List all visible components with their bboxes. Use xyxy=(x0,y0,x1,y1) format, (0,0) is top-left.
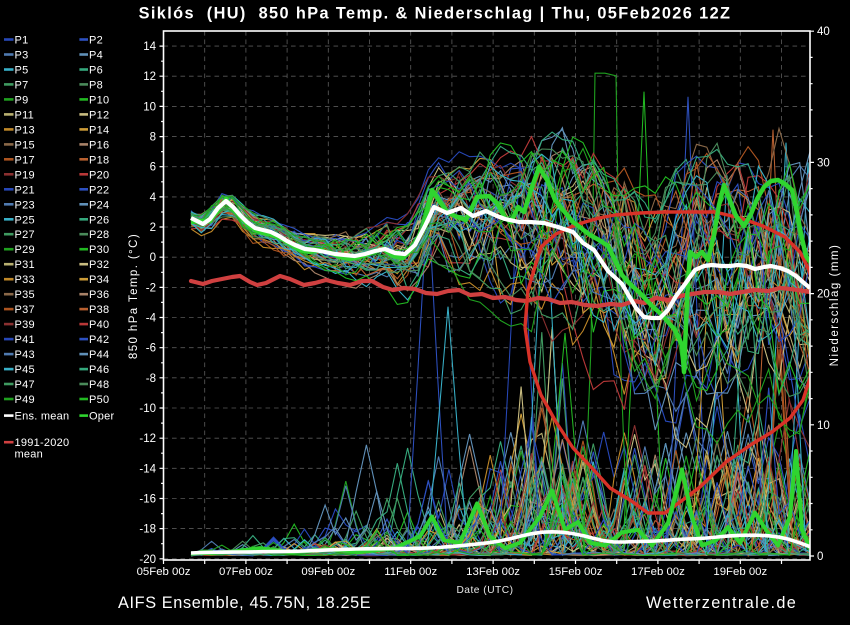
svg-text:P6: P6 xyxy=(89,65,103,77)
svg-text:05Feb 00z: 05Feb 00z xyxy=(137,566,191,578)
svg-text:AIFS Ensemble, 45.75N, 18.25E: AIFS Ensemble, 45.75N, 18.25E xyxy=(118,594,371,612)
svg-text:-2: -2 xyxy=(146,282,156,294)
svg-text:-14: -14 xyxy=(139,463,156,475)
svg-text:850 hPa Temp. (°C): 850 hPa Temp. (°C) xyxy=(128,233,140,359)
svg-text:P3: P3 xyxy=(15,50,29,62)
svg-text:P39: P39 xyxy=(15,319,35,331)
svg-text:-6: -6 xyxy=(146,343,156,355)
svg-text:Siklós (HU) 850 hPa Temp. &: Siklós (HU) 850 hPa Temp. & Niederschlag… xyxy=(139,5,732,23)
svg-text:11Feb 00z: 11Feb 00z xyxy=(384,566,437,578)
svg-text:P36: P36 xyxy=(89,289,109,301)
svg-text:Ens. mean: Ens. mean xyxy=(15,411,70,423)
svg-text:-10: -10 xyxy=(139,403,156,415)
svg-text:07Feb 00z: 07Feb 00z xyxy=(219,566,273,578)
svg-text:8: 8 xyxy=(150,132,156,144)
svg-text:-12: -12 xyxy=(139,433,156,445)
svg-text:P16: P16 xyxy=(89,139,109,151)
svg-text:Oper: Oper xyxy=(89,411,115,423)
svg-text:P37: P37 xyxy=(15,304,35,316)
svg-text:P2: P2 xyxy=(89,35,103,47)
svg-text:P34: P34 xyxy=(89,274,109,286)
svg-text:6: 6 xyxy=(150,162,156,174)
svg-text:P5: P5 xyxy=(15,65,29,77)
svg-text:P44: P44 xyxy=(89,349,109,361)
svg-text:30: 30 xyxy=(817,157,830,169)
svg-text:P7: P7 xyxy=(15,79,29,91)
svg-text:-8: -8 xyxy=(146,373,156,385)
svg-text:09Feb 00z: 09Feb 00z xyxy=(301,566,355,578)
svg-text:40: 40 xyxy=(817,26,830,38)
svg-text:P31: P31 xyxy=(15,259,35,271)
svg-text:P11: P11 xyxy=(15,109,35,121)
svg-text:-20: -20 xyxy=(139,554,156,566)
svg-text:P24: P24 xyxy=(89,199,109,211)
svg-text:P20: P20 xyxy=(89,169,109,181)
svg-text:13Feb 00z: 13Feb 00z xyxy=(466,566,520,578)
svg-text:0: 0 xyxy=(150,252,156,264)
svg-text:Niederschlag (mm): Niederschlag (mm) xyxy=(829,244,841,367)
svg-text:17Feb 00z: 17Feb 00z xyxy=(631,566,685,578)
svg-text:P43: P43 xyxy=(15,349,35,361)
svg-text:P40: P40 xyxy=(89,319,109,331)
svg-text:12: 12 xyxy=(143,71,156,83)
svg-text:1991-2020: 1991-2020 xyxy=(15,437,70,449)
svg-text:P23: P23 xyxy=(15,199,35,211)
svg-text:P30: P30 xyxy=(89,244,109,256)
svg-text:P27: P27 xyxy=(15,229,35,241)
svg-text:P17: P17 xyxy=(15,154,35,166)
svg-text:-16: -16 xyxy=(139,494,156,506)
svg-text:19Feb 00z: 19Feb 00z xyxy=(713,566,767,578)
svg-text:-4: -4 xyxy=(146,313,157,325)
svg-text:0: 0 xyxy=(817,551,823,563)
svg-text:P48: P48 xyxy=(89,379,109,391)
svg-text:P38: P38 xyxy=(89,304,109,316)
svg-text:P14: P14 xyxy=(89,124,109,136)
svg-text:P45: P45 xyxy=(15,364,35,376)
svg-text:P32: P32 xyxy=(89,259,109,271)
svg-text:P46: P46 xyxy=(89,364,109,376)
svg-text:P10: P10 xyxy=(89,94,109,106)
svg-text:P22: P22 xyxy=(89,184,109,196)
svg-text:4: 4 xyxy=(150,192,157,204)
svg-text:P41: P41 xyxy=(15,334,35,346)
svg-text:P42: P42 xyxy=(89,334,109,346)
svg-text:P26: P26 xyxy=(89,214,109,226)
svg-text:P19: P19 xyxy=(15,169,35,181)
svg-text:P15: P15 xyxy=(15,139,35,151)
svg-text:P9: P9 xyxy=(15,94,29,106)
svg-text:P35: P35 xyxy=(15,289,35,301)
svg-text:P25: P25 xyxy=(15,214,35,226)
svg-text:P29: P29 xyxy=(15,244,35,256)
svg-text:mean: mean xyxy=(15,449,44,461)
svg-text:P8: P8 xyxy=(89,79,103,91)
svg-text:P18: P18 xyxy=(89,154,109,166)
svg-text:P4: P4 xyxy=(89,50,103,62)
svg-text:P1: P1 xyxy=(15,35,29,47)
svg-text:P50: P50 xyxy=(89,394,109,406)
svg-text:P47: P47 xyxy=(15,379,35,391)
svg-text:10: 10 xyxy=(817,420,830,432)
svg-text:-18: -18 xyxy=(139,524,156,536)
svg-text:10: 10 xyxy=(143,101,156,113)
svg-text:Wetterzentrale.de: Wetterzentrale.de xyxy=(646,594,797,612)
svg-text:P21: P21 xyxy=(15,184,35,196)
svg-text:P28: P28 xyxy=(89,229,109,241)
svg-text:14: 14 xyxy=(143,41,156,53)
svg-text:15Feb 00z: 15Feb 00z xyxy=(549,566,603,578)
svg-text:P49: P49 xyxy=(15,394,35,406)
svg-text:P33: P33 xyxy=(15,274,35,286)
svg-text:2: 2 xyxy=(150,222,156,234)
svg-text:20: 20 xyxy=(817,289,830,301)
svg-text:P13: P13 xyxy=(15,124,35,136)
svg-text:Date (UTC): Date (UTC) xyxy=(456,585,513,596)
svg-text:P12: P12 xyxy=(89,109,109,121)
